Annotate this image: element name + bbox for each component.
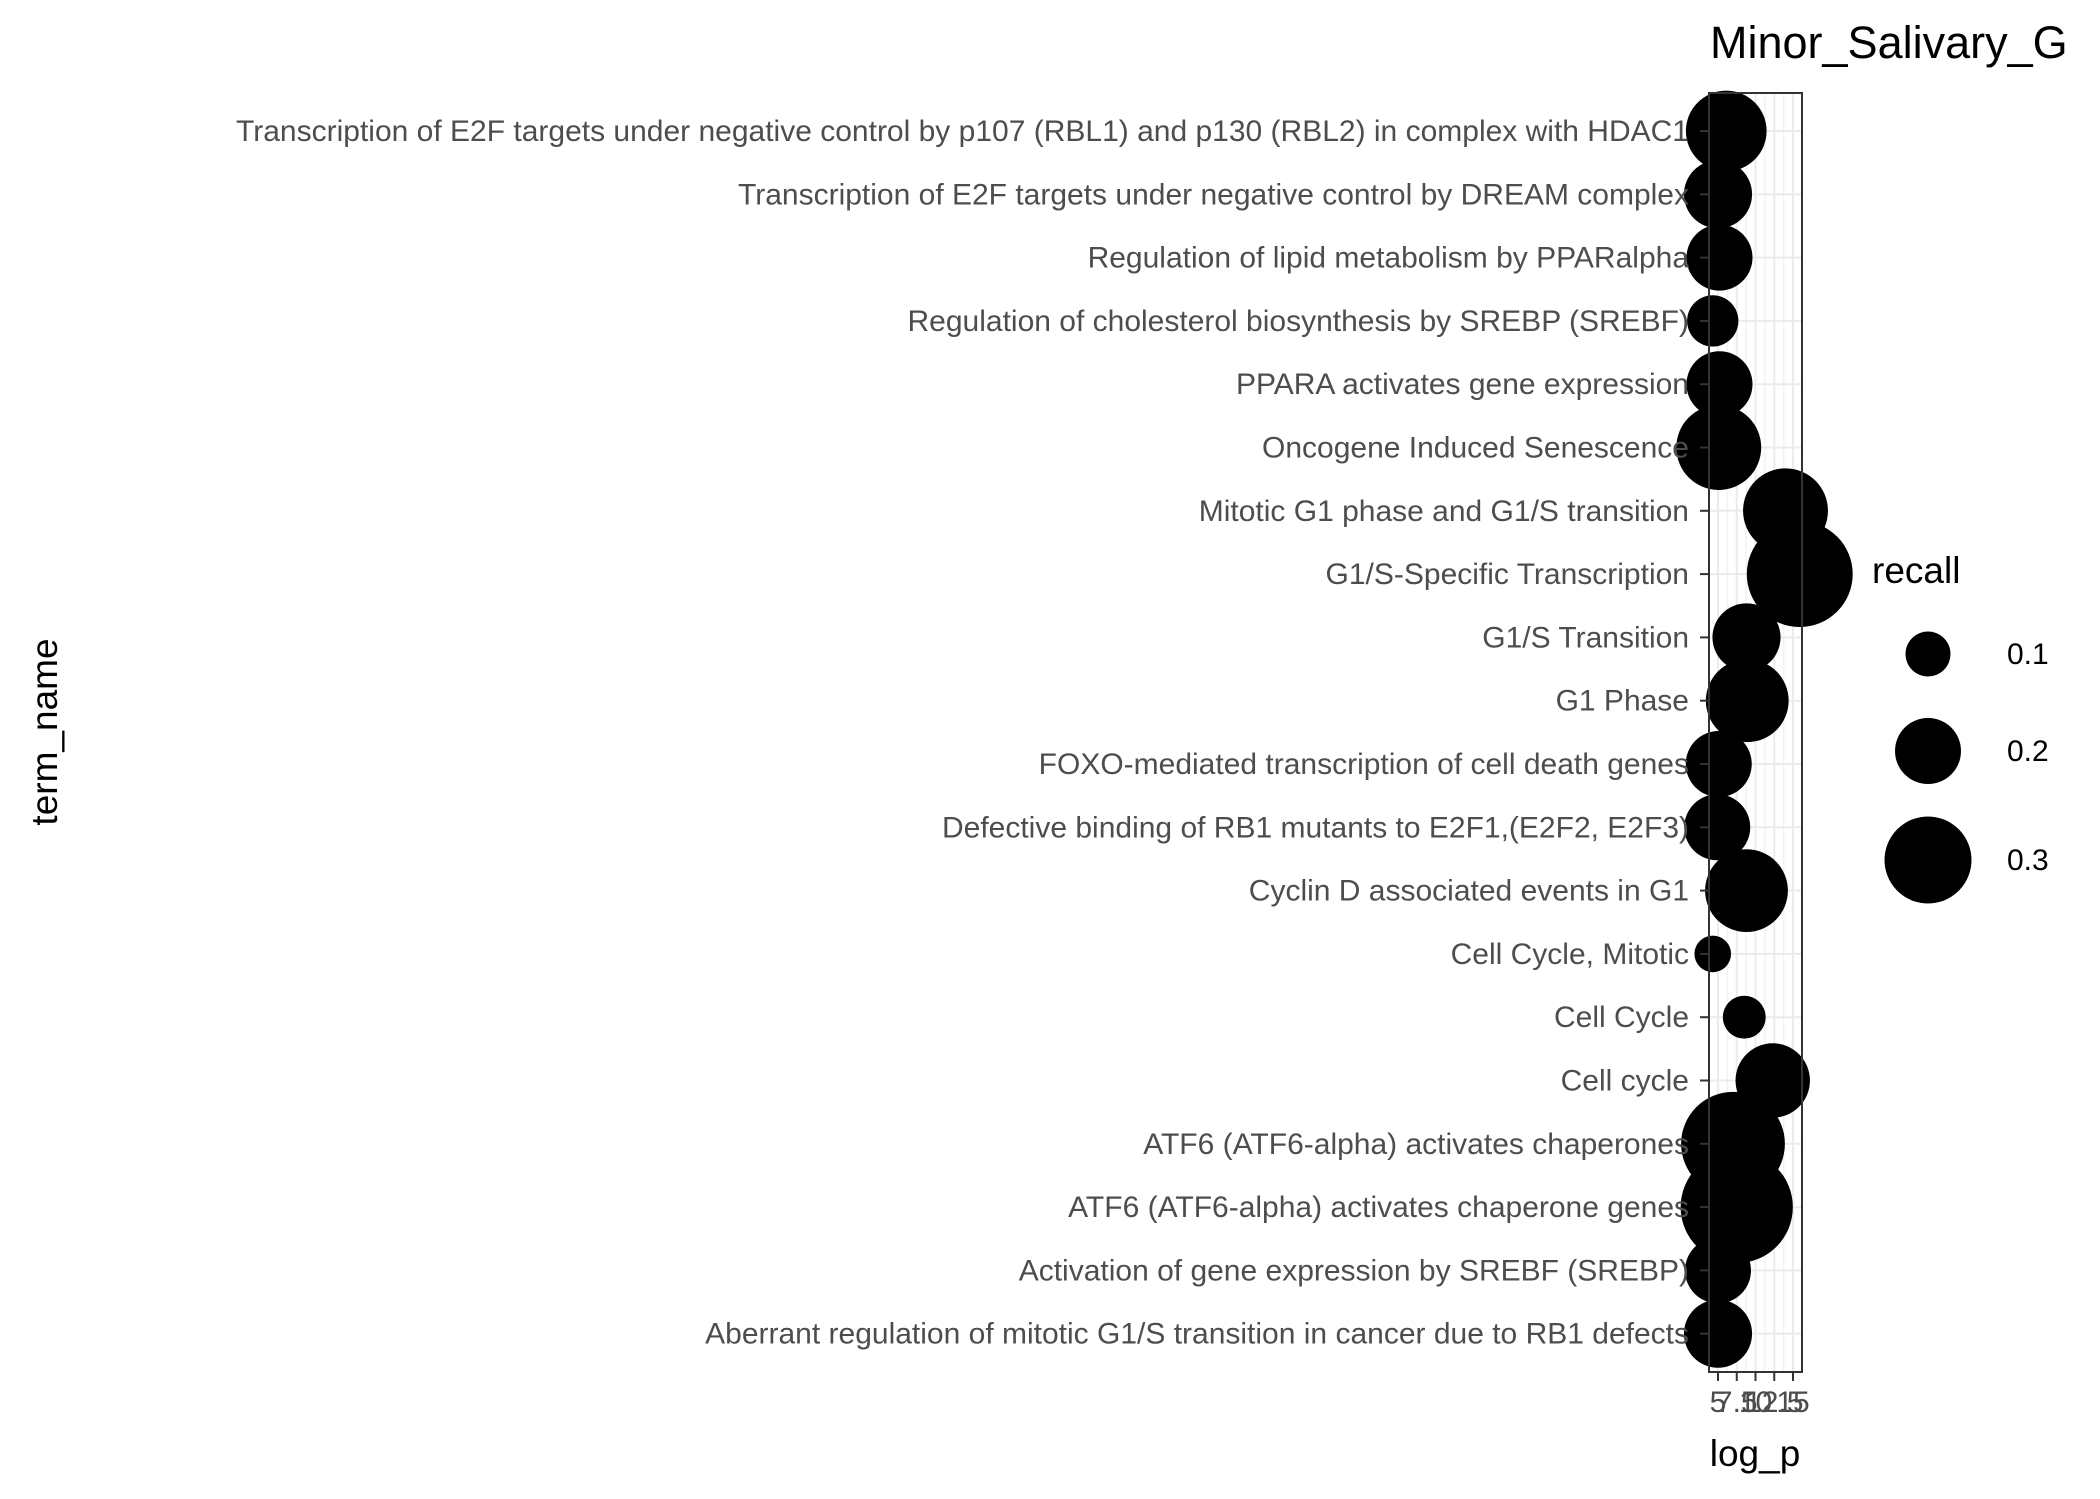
data-point [1705,849,1788,932]
x-tick-label: 5 [1710,1386,1727,1419]
y-tick-label: G1/S-Specific Transcription [1326,558,1689,591]
data-point [1683,160,1753,229]
data-point [1686,351,1753,418]
chart-title: Minor_Salivary_G [1710,17,2068,68]
y-tick-label: Regulation of cholesterol biosynthesis b… [908,305,1689,338]
y-tick-label: ATF6 (ATF6-alpha) activates chaperone ge… [1068,1191,1689,1224]
x-tick-label: 12.5 [1745,1386,1803,1419]
y-tick-label: Cell Cycle [1554,1001,1689,1034]
y-tick-label: G1/S Transition [1482,621,1689,654]
y-tick-label: Activation of gene expression by SREBF (… [1019,1254,1689,1287]
legend-key-circle [1905,631,1951,677]
legend-label: 0.1 [2007,638,2049,671]
y-tick-label: Cell cycle [1561,1065,1689,1098]
y-tick-label: PPARA activates gene expression [1236,368,1689,401]
y-tick-label: Defective binding of RB1 mutants to E2F1… [942,811,1689,844]
y-tick-label: G1 Phase [1556,685,1689,718]
legend-label: 0.3 [2007,844,2049,877]
data-points [1676,90,1853,1368]
legend-title: recall [1872,550,1960,591]
y-tick-label: Cyclin D associated events in G1 [1249,875,1689,908]
x-tick-label: 7.5 [1716,1386,1758,1419]
data-point [1683,1299,1753,1368]
y-axis: Transcription of E2F targets under negat… [236,115,1709,1351]
legend-key-circle [1884,816,1972,904]
data-point [1694,935,1732,973]
x-tick-label: 15 [1776,1386,1809,1419]
data-point [1705,659,1789,743]
legend-label: 0.2 [2007,735,2049,768]
y-tick-label: Cell Cycle, Mitotic [1451,938,1689,971]
data-point [1686,224,1753,291]
data-point [1684,794,1751,861]
x-axis-title: log_p [1710,1433,1801,1474]
data-point [1687,295,1739,347]
data-point [1685,1237,1751,1304]
x-tick-label: 10 [1739,1386,1772,1419]
y-tick-label: Transcription of E2F targets under negat… [738,178,1689,211]
legend-items: 0.1 0.2 0.3 [1884,631,2049,904]
y-axis-title: term_name [24,638,65,825]
data-point [1685,731,1752,797]
size-legend: recall 0.1 0.2 0.3 [1872,550,2049,904]
data-point [1746,521,1853,628]
data-point [1722,995,1766,1039]
data-point [1685,90,1767,172]
plot-panel [1676,90,1853,1373]
y-tick-label: ATF6 (ATF6-alpha) activates chaperones [1143,1128,1689,1161]
data-point [1676,405,1762,490]
data-point [1712,603,1781,672]
y-tick-label: Transcription of E2F targets under negat… [236,115,1689,148]
y-tick-label: Mitotic G1 phase and G1/S transition [1199,495,1689,528]
y-tick-label: FOXO-mediated transcription of cell deat… [1039,748,1689,781]
y-tick-label: Aberrant regulation of mitotic G1/S tran… [705,1318,1689,1351]
y-tick-label: Oncogene Induced Senescence [1262,432,1689,465]
legend-key-circle [1895,718,1961,784]
y-tick-label: Regulation of lipid metabolism by PPARal… [1088,242,1690,275]
